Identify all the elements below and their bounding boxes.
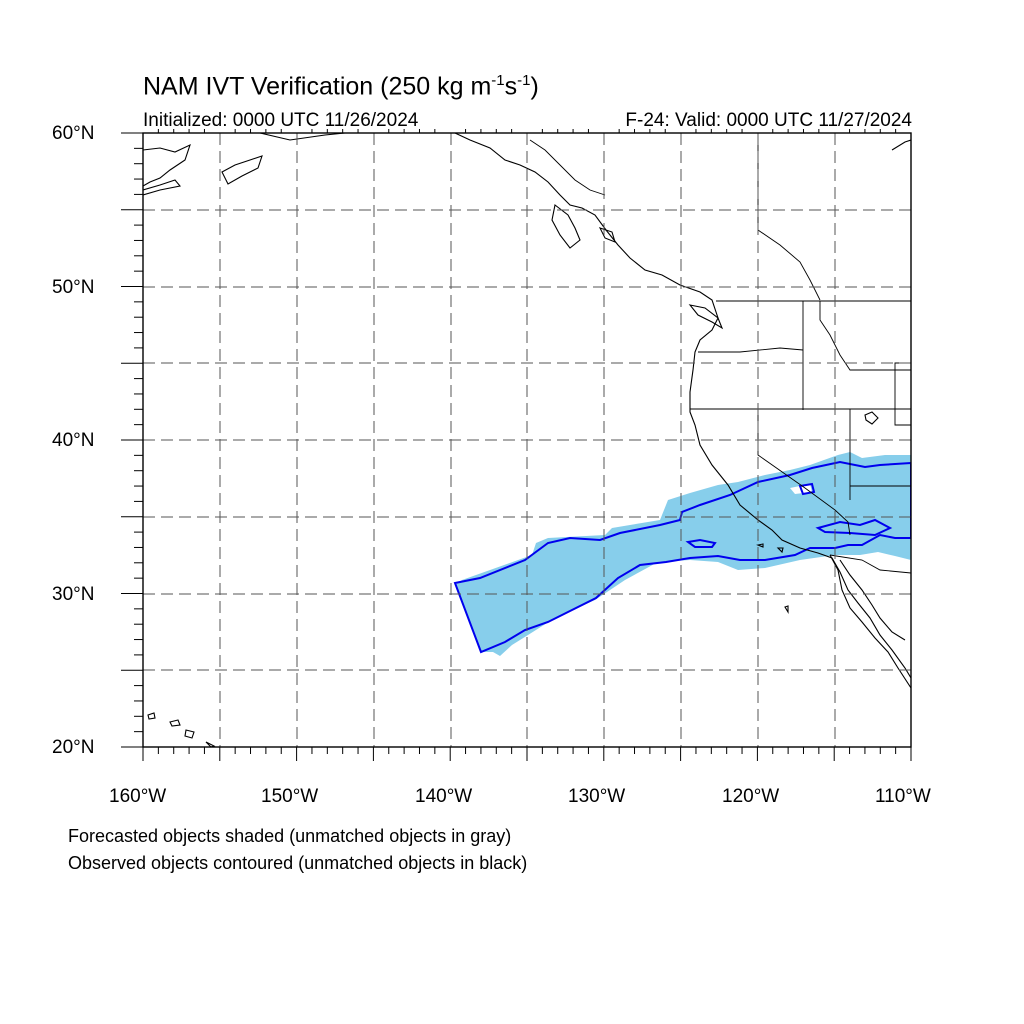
lon-label-160w: 160°W [109, 786, 167, 807]
observed-ivt-contour [453, 460, 911, 654]
observed-contour-loop [685, 538, 717, 548]
legend-observed-note: Observed objects contoured (unmatched ob… [68, 853, 528, 873]
lat-label-60n: 60°N [52, 123, 95, 144]
lat-label-50n: 50°N [52, 277, 95, 298]
lon-label-110w: 110°W [875, 786, 931, 807]
legend-forecast-note: Forecasted objects shaded (unmatched obj… [68, 826, 512, 846]
axis-ticks [121, 129, 912, 761]
graticule [143, 133, 911, 747]
lon-label-130w: 130°W [568, 786, 626, 807]
initialized-time: Initialized: 0000 UTC 11/26/2024 [143, 110, 419, 131]
observed-contour-loop [798, 482, 816, 496]
map-title: NAM IVT Verification (250 kg m-1s-1) [143, 72, 539, 101]
valid-time: F-24: Valid: 0000 UTC 11/27/2024 [625, 110, 912, 131]
lon-label-120w: 120°W [722, 786, 780, 807]
lon-label-140w: 140°W [415, 786, 473, 807]
forecast-ivt-object [455, 452, 911, 656]
lat-label-30n: 30°N [52, 584, 95, 605]
coastlines [143, 133, 911, 747]
lat-label-40n: 40°N [52, 430, 95, 451]
lon-label-150w: 150°W [261, 786, 319, 807]
lat-label-20n: 20°N [52, 737, 95, 758]
observed-contour-loop [815, 518, 893, 537]
